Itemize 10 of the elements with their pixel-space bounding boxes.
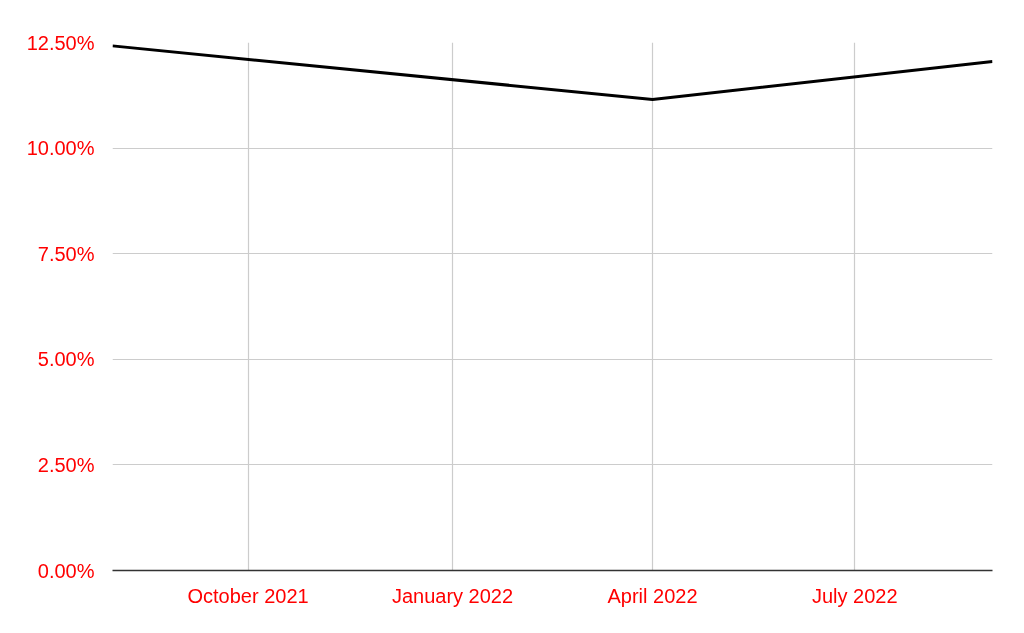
y-tick-label: 12.50% [26,31,95,54]
x-tick-label: April 2022 [607,584,698,607]
y-tick-label: 5.00% [37,348,95,371]
x-tick-label: July 2022 [811,584,898,607]
y-tick-label: 10.00% [26,137,95,160]
y-tick-label: 2.50% [37,453,95,476]
x-tick-label: January 2022 [391,584,514,607]
y-tick-label: 0.00% [37,559,95,582]
y-tick-label: 7.50% [37,242,95,265]
x-tick-label: October 2021 [187,584,309,607]
